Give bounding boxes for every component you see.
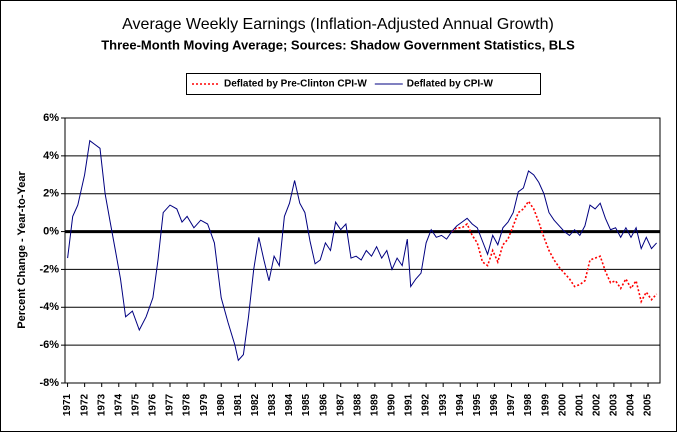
y-tick-label: 2% <box>43 188 59 200</box>
x-tick-label: 1977 <box>165 393 176 416</box>
chart-title: Average Weekly Earnings (Inflation-Adjus… <box>122 16 554 33</box>
x-tick-label: 1998 <box>523 393 534 416</box>
x-tick-label: 2000 <box>557 393 568 416</box>
x-tick-label: 2003 <box>609 393 620 416</box>
x-tick-label: 1980 <box>216 393 227 416</box>
x-tick-label: 1972 <box>79 393 90 416</box>
x-tick-label: 1985 <box>301 393 312 416</box>
x-tick-label: 1992 <box>421 393 432 416</box>
plot-area <box>64 117 661 384</box>
x-tick-label: 1986 <box>318 393 329 416</box>
x-tick-label: 1993 <box>438 393 449 416</box>
series-line <box>451 199 658 304</box>
x-tick-label: 1999 <box>540 393 551 416</box>
x-tick-label: 1974 <box>113 393 124 416</box>
chart-subtitle: Three-Month Moving Average; Sources: Sha… <box>101 37 575 52</box>
legend-box <box>186 73 541 95</box>
x-tick-label: 1978 <box>182 393 193 416</box>
y-tick-label: 4% <box>43 150 59 162</box>
x-tick-label: 1981 <box>233 393 244 416</box>
y-tick-label: -8% <box>39 377 59 389</box>
x-tick-label: 1988 <box>352 393 363 416</box>
x-tick-label: 2004 <box>626 393 637 416</box>
x-tick-label: 1991 <box>404 393 415 416</box>
x-tick-label: 1979 <box>199 393 210 416</box>
y-tick-label: -2% <box>39 263 59 275</box>
y-tick-label: -6% <box>39 339 59 351</box>
y-tick-label: 6% <box>43 112 59 124</box>
x-tick-label: 2001 <box>574 393 585 416</box>
x-tick-label: 1976 <box>148 393 159 416</box>
x-tick-label: 1982 <box>250 393 261 416</box>
x-tick-label: 1971 <box>62 393 73 416</box>
x-tick-label: 1990 <box>387 393 398 416</box>
x-tick-label: 1987 <box>335 393 346 416</box>
x-tick-label: 1973 <box>96 393 107 416</box>
x-tick-label: 1984 <box>284 393 295 416</box>
x-tick-label: 2002 <box>591 393 602 416</box>
y-tick-label: -4% <box>39 301 59 313</box>
x-tick-label: 1997 <box>506 393 517 416</box>
x-tick-label: 1996 <box>489 393 500 416</box>
x-tick-label: 1994 <box>455 393 466 416</box>
series-line <box>67 139 657 362</box>
x-tick-label: 2005 <box>643 393 654 416</box>
x-tick-label: 1975 <box>130 393 141 416</box>
y-tick-label: 0% <box>43 225 59 237</box>
legend-label: Deflated by CPI-W <box>407 79 494 90</box>
legend-label: Deflated by Pre-Clinton CPI-W <box>224 79 367 90</box>
y-axis-label: Percent Change - Year-to-Year <box>16 171 28 329</box>
x-tick-label: 1995 <box>472 393 483 416</box>
x-tick-label: 1983 <box>267 393 278 416</box>
x-tick-label: 1989 <box>370 393 381 416</box>
